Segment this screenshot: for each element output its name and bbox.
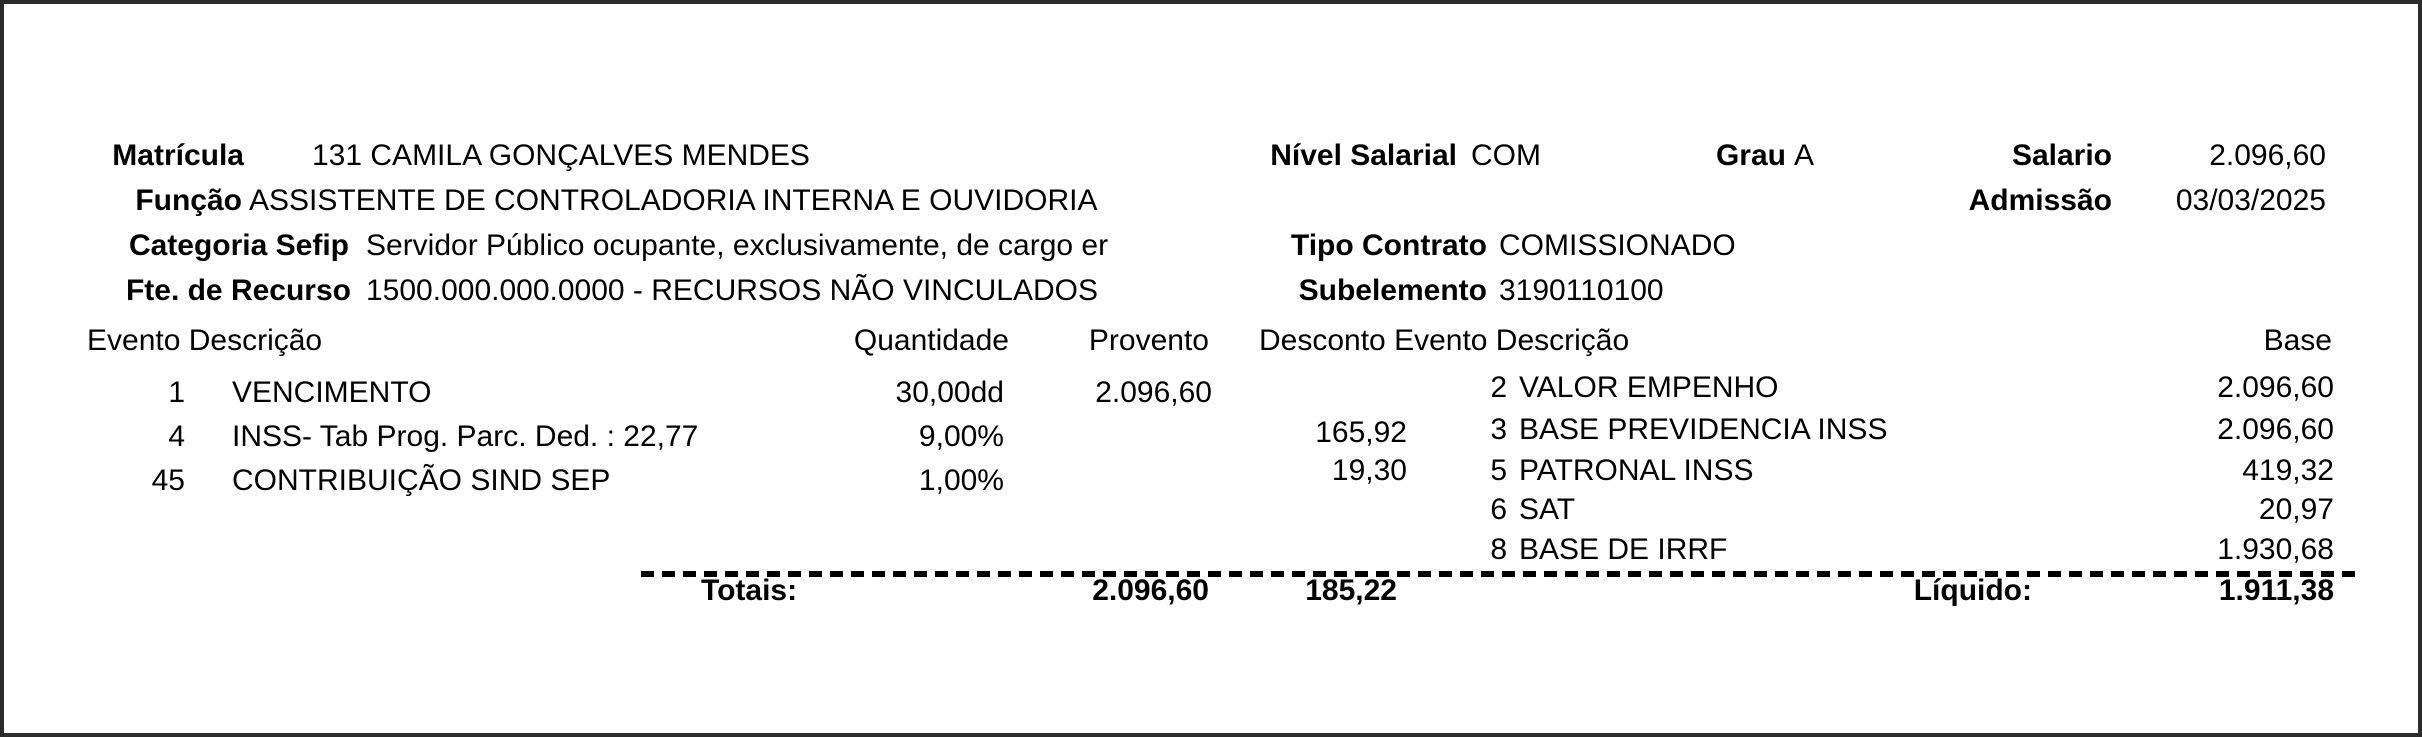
matricula-label: Matrícula — [112, 139, 244, 172]
salario-value: 2.096,60 — [2209, 139, 2326, 172]
event-code: 3 — [1490, 413, 1507, 446]
event-desconto: 19,30 — [1331, 454, 1407, 487]
liquido-label: Líquido: — [1913, 574, 2032, 607]
totals-label: Totais: — [701, 574, 798, 607]
event-code: 5 — [1490, 454, 1507, 487]
column-header-desconto-evento-descricao: Desconto Evento Descrição — [1259, 324, 1630, 357]
categoria-sefip-value: Servidor Público ocupante, exclusivament… — [366, 229, 1109, 262]
column-header-provento: Provento — [1088, 324, 1209, 357]
totals-desconto: 185,22 — [1305, 574, 1397, 607]
funcao-value: ASSISTENTE DE CONTROLADORIA INTERNA E OU… — [249, 184, 1098, 217]
event-description: PATRONAL INSS — [1519, 454, 1754, 487]
fte-recurso-label: Fte. de Recurso — [125, 274, 351, 307]
event-code: 2 — [1490, 371, 1507, 404]
admissao-label: Admissão — [1968, 184, 2112, 217]
event-quantity: 30,00dd — [895, 376, 1004, 409]
tipo-contrato-label: Tipo Contrato — [1290, 229, 1487, 262]
event-description: BASE DE IRRF — [1519, 533, 1728, 566]
event-base: 2.096,60 — [2217, 413, 2334, 446]
column-header-base: Base — [2263, 324, 2332, 357]
event-description: BASE PREVIDENCIA INSS — [1519, 413, 1888, 446]
event-quantity: 9,00% — [918, 420, 1004, 453]
event-description: CONTRIBUIÇÃO SIND SEP — [232, 464, 611, 497]
categoria-sefip-label: Categoria Sefip — [128, 229, 349, 262]
admissao-value: 03/03/2025 — [2175, 184, 2326, 217]
event-base: 419,32 — [2242, 454, 2334, 487]
event-code: 8 — [1490, 533, 1507, 566]
column-header-evento-descricao: Evento Descrição — [87, 324, 323, 357]
nivel-salarial-label: Nível Salarial — [1270, 139, 1457, 172]
event-code: 6 — [1490, 493, 1507, 526]
event-code: 1 — [168, 376, 185, 409]
column-header-quantidade: Quantidade — [853, 324, 1009, 357]
nivel-salarial-value: COM — [1471, 139, 1541, 172]
event-description: SAT — [1519, 493, 1576, 526]
tipo-contrato-value: COMISSIONADO — [1499, 229, 1736, 262]
subelemento-label: Subelemento — [1298, 274, 1487, 307]
event-base: 20,97 — [2258, 493, 2334, 526]
totals-provento: 2.096,60 — [1092, 574, 1209, 607]
matricula-value: 131 CAMILA GONÇALVES MENDES — [312, 139, 810, 172]
event-code: 45 — [151, 464, 185, 497]
event-code: 4 — [168, 420, 185, 453]
event-desconto: 165,92 — [1315, 416, 1407, 449]
event-description: VENCIMENTO — [232, 376, 432, 409]
grau-value: A — [1794, 139, 1815, 172]
event-description: INSS- Tab Prog. Parc. Ded. : 22,77 — [232, 420, 699, 453]
funcao-label: Função — [135, 184, 242, 217]
event-quantity: 1,00% — [918, 464, 1004, 497]
totals-separator-dashed-line — [641, 571, 2355, 577]
event-provento: 2.096,60 — [1095, 376, 1212, 409]
fte-recurso-value: 1500.000.000.0000 - RECURSOS NÃO VINCULA… — [366, 274, 1098, 307]
event-base: 2.096,60 — [2217, 371, 2334, 404]
grau-label: Grau — [1715, 139, 1786, 172]
salario-label: Salario — [2011, 139, 2112, 172]
event-base: 1.930,68 — [2217, 533, 2334, 566]
liquido-value: 1.911,38 — [2218, 574, 2334, 607]
event-description: VALOR EMPENHO — [1519, 371, 1779, 404]
subelemento-value: 3190110100 — [1499, 274, 1664, 307]
